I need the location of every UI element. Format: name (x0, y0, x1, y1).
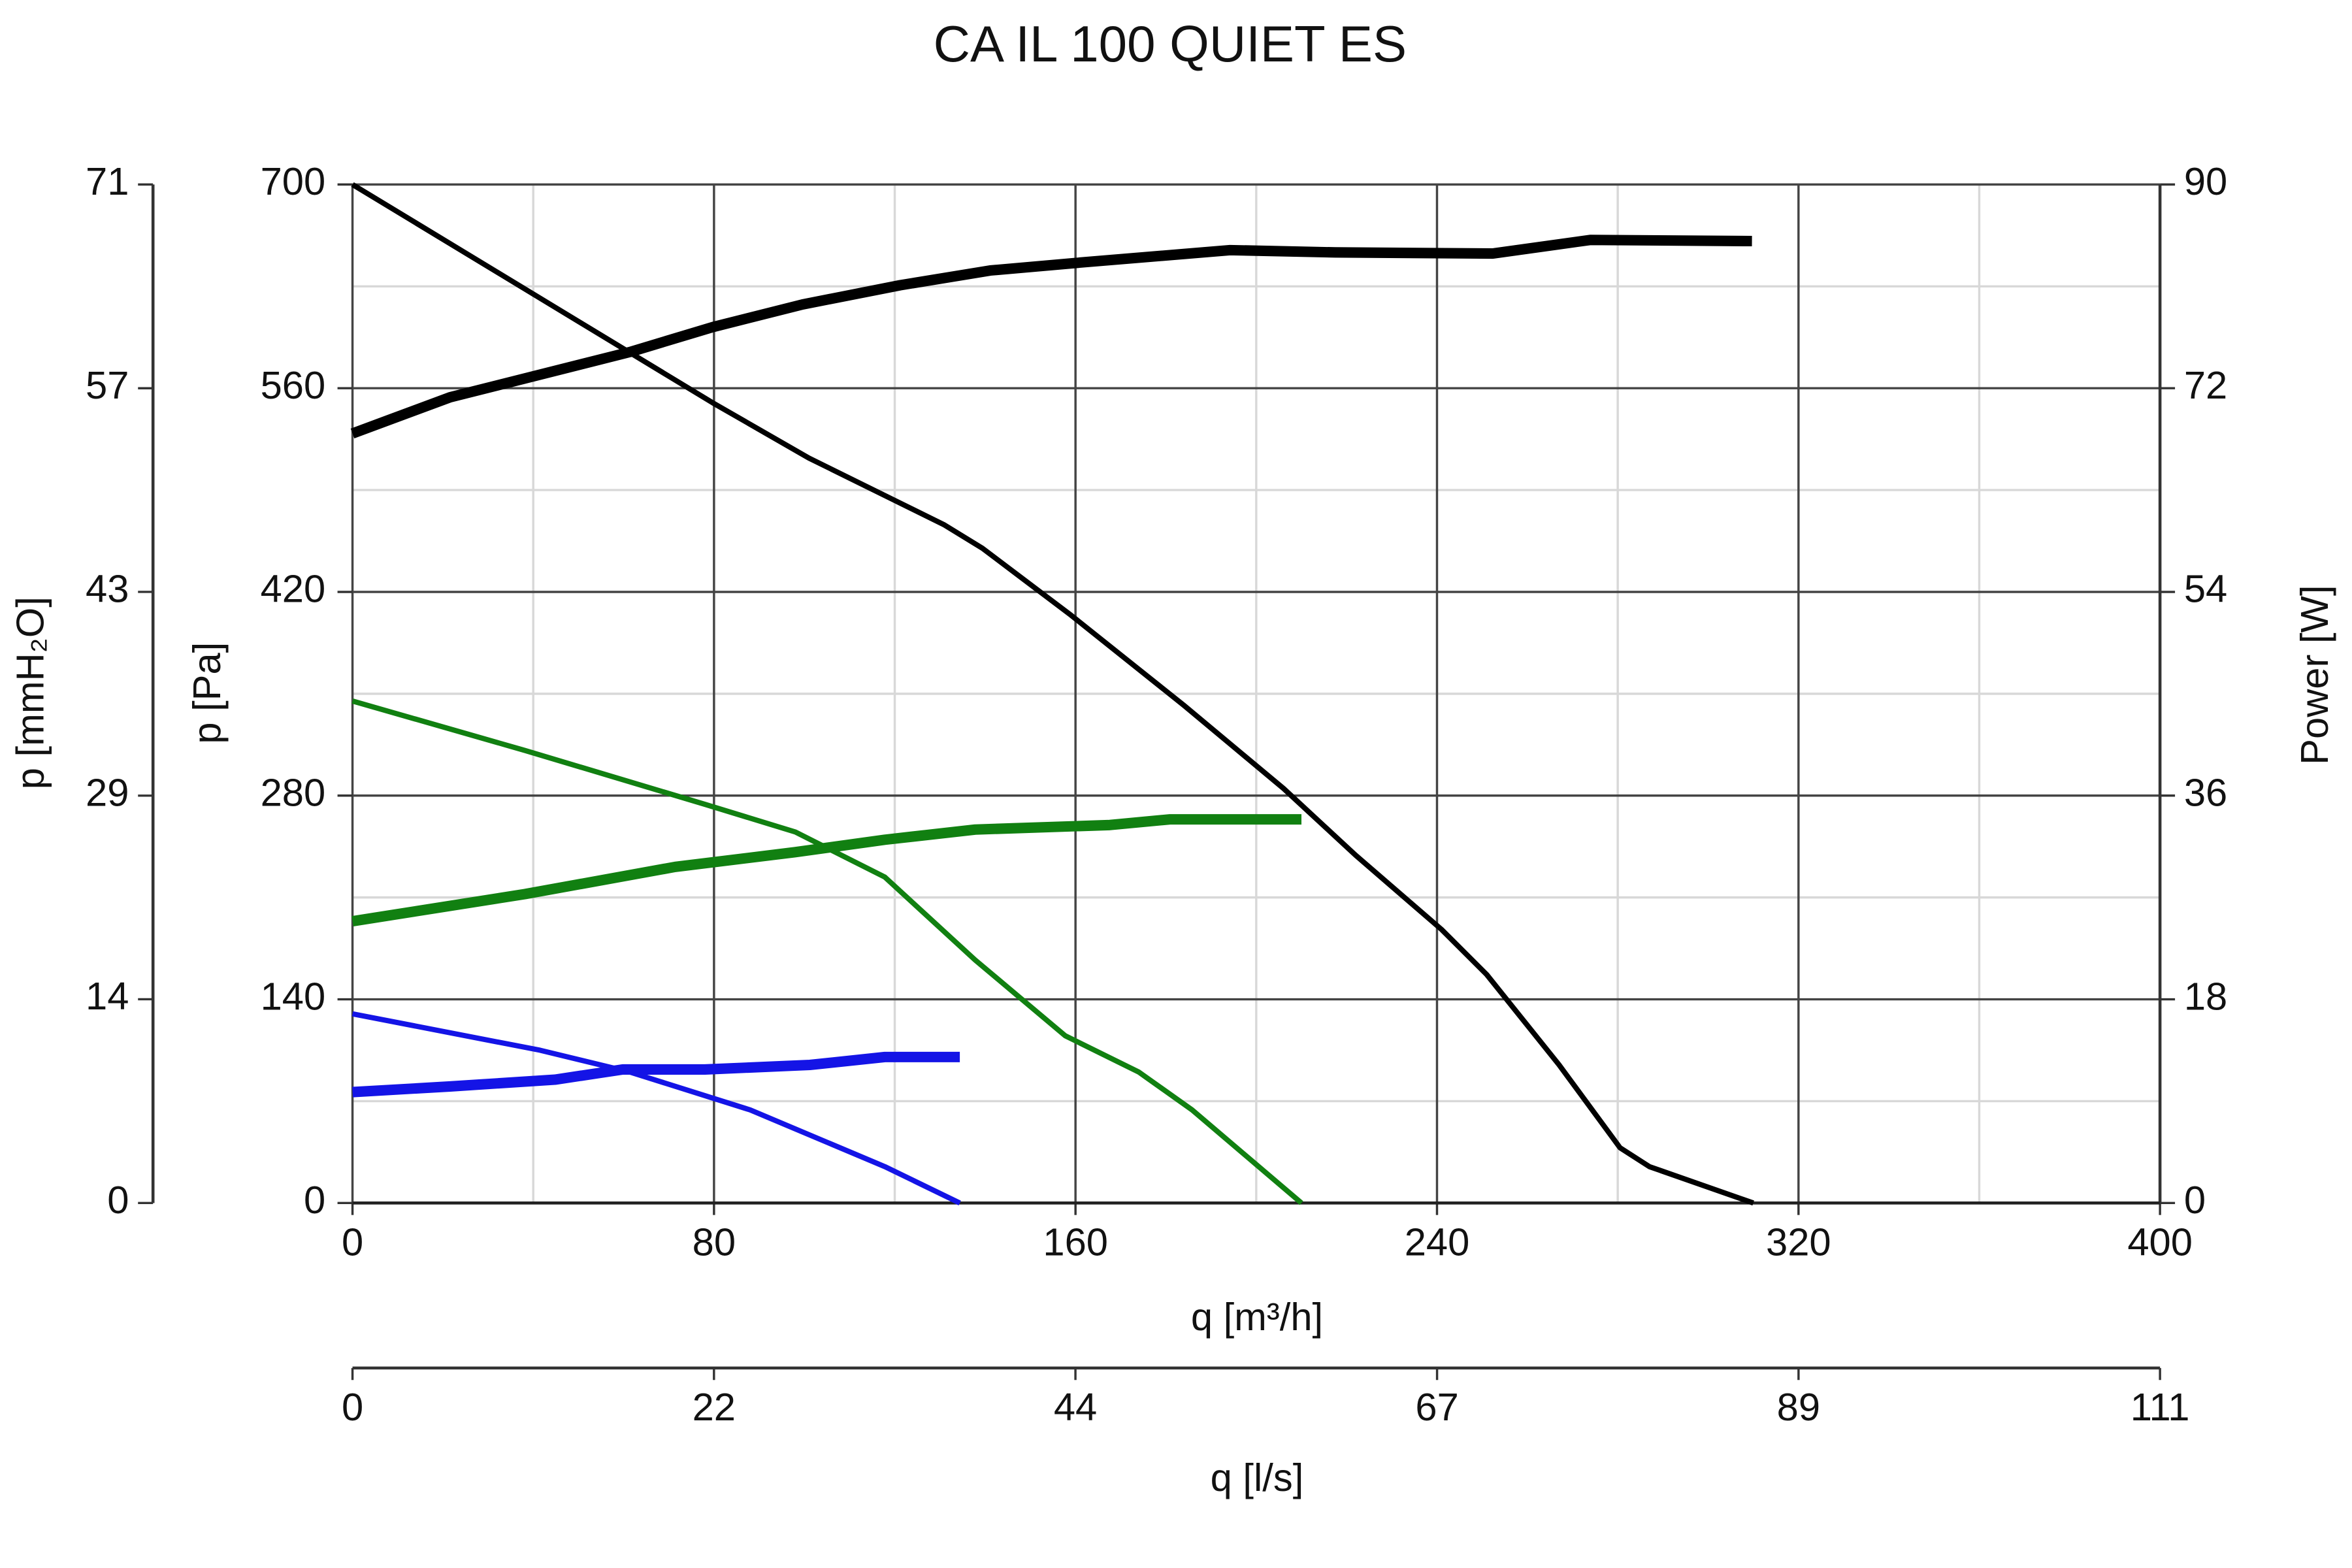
power-curve (352, 1051, 960, 1098)
y-tick-label: 700 (261, 159, 326, 203)
y-tick-label: 0 (304, 1178, 325, 1222)
y2-tick-label: 0 (2184, 1178, 2206, 1222)
x-tick-label: 0 (342, 1220, 363, 1264)
y3-tick-label: 14 (86, 974, 129, 1018)
pressure-curve (351, 182, 1754, 1206)
power-curve (351, 814, 1301, 926)
y3-axis-title: p [mmH₂O] (8, 596, 52, 789)
x2-tick-label: 111 (2131, 1385, 2190, 1429)
chart-title: CA IL 100 QUIET ES (934, 15, 1407, 73)
x-tick-label: 400 (2127, 1220, 2193, 1264)
x2-tick-label: 89 (1777, 1385, 1820, 1429)
y2-tick-label: 90 (2184, 159, 2227, 203)
x2-tick-label: 22 (693, 1385, 736, 1429)
power-curve (350, 235, 1752, 439)
x-tick-label: 160 (1043, 1220, 1108, 1264)
x-tick-label: 80 (693, 1220, 736, 1264)
x2-tick-label: 44 (1054, 1385, 1097, 1429)
x-tick-label: 320 (1766, 1220, 1831, 1264)
x2-axis-title: q [l/s] (1211, 1456, 1304, 1499)
y-axis-title: p [Pa] (185, 642, 229, 744)
y2-tick-label: 54 (2184, 567, 2227, 611)
y-tick-label: 420 (261, 567, 326, 611)
y-tick-label: 140 (261, 974, 326, 1018)
y-tick-label: 280 (261, 771, 326, 815)
x-axis-title: q [m³/h] (1191, 1295, 1323, 1339)
y3-tick-label: 0 (107, 1178, 129, 1222)
y2-axis-title: Power [W] (2293, 585, 2336, 765)
x2-tick-label: 67 (1415, 1385, 1458, 1429)
x2-tick-label: 0 (342, 1385, 363, 1429)
pressure-curve (351, 698, 1303, 1205)
y3-tick-label: 71 (86, 159, 129, 203)
y-tick-label: 560 (261, 363, 326, 407)
y2-tick-label: 36 (2184, 771, 2227, 815)
y3-tick-label: 57 (86, 363, 129, 407)
y3-tick-label: 29 (86, 771, 129, 815)
x-tick-label: 240 (1405, 1220, 1470, 1264)
y2-tick-label: 18 (2184, 974, 2227, 1018)
y2-tick-label: 72 (2184, 363, 2227, 407)
y3-tick-label: 43 (86, 567, 129, 611)
pressure-curve (351, 1011, 961, 1205)
